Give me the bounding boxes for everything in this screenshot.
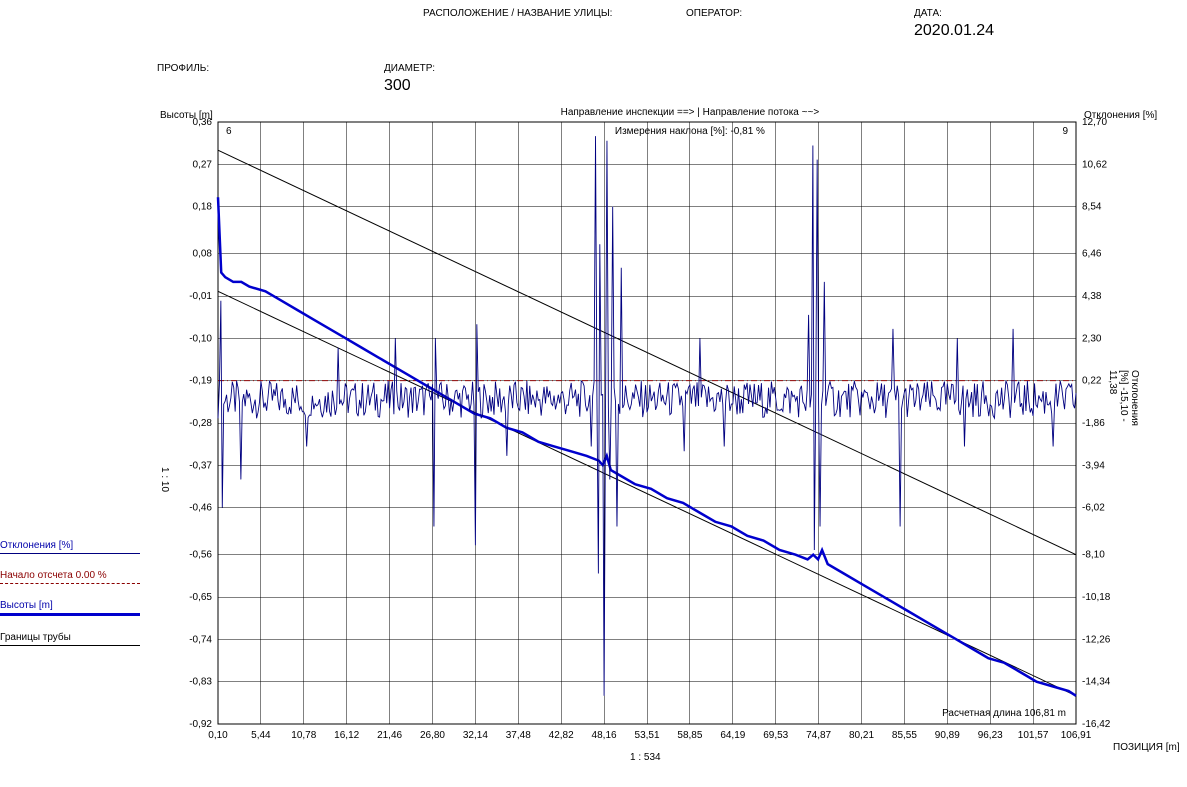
svg-text:0,27: 0,27 <box>193 159 213 170</box>
legend-deviation: Отклонения [%] <box>0 540 140 554</box>
svg-text:-0,19: -0,19 <box>189 376 212 387</box>
svg-text:9: 9 <box>1062 126 1068 137</box>
svg-text:96,23: 96,23 <box>978 730 1003 741</box>
svg-text:21,46: 21,46 <box>377 730 402 741</box>
svg-text:64,19: 64,19 <box>720 730 745 741</box>
date-value: 2020.01.24 <box>914 22 994 40</box>
y-right-title: Отклонения [%] <box>1084 110 1157 121</box>
diameter-label: ДИАМЕТР: <box>384 63 435 74</box>
diameter-value: 300 <box>384 77 411 95</box>
svg-text:0,22: 0,22 <box>1082 376 1102 387</box>
svg-text:37,48: 37,48 <box>506 730 531 741</box>
svg-text:85,55: 85,55 <box>892 730 917 741</box>
legend-tube: Границы трубы <box>0 632 140 646</box>
legend-deviation-label: Отклонения [%] <box>0 540 140 551</box>
svg-text:-8,10: -8,10 <box>1082 550 1105 561</box>
legend-origin-label: Начало отсчета 0.00 % <box>0 570 140 581</box>
y-left-title: Высоты [m] <box>160 110 213 121</box>
location-label: РАСПОЛОЖЕНИЕ / НАЗВАНИЕ УЛИЦЫ: <box>423 8 612 19</box>
svg-text:16,12: 16,12 <box>334 730 359 741</box>
svg-text:Расчетная длина 106,81 m: Расчетная длина 106,81 m <box>942 708 1066 719</box>
svg-text:6,46: 6,46 <box>1082 249 1102 260</box>
svg-text:-0,10: -0,10 <box>189 333 212 344</box>
svg-text:-0,28: -0,28 <box>189 418 212 429</box>
svg-text:-0,01: -0,01 <box>189 291 212 302</box>
svg-text:4,38: 4,38 <box>1082 291 1102 302</box>
svg-text:-3,94: -3,94 <box>1082 460 1105 471</box>
legend: Отклонения [%] Начало отсчета 0.00 % Выс… <box>0 540 140 662</box>
legend-tube-label: Границы трубы <box>0 632 140 643</box>
svg-text:Измерения наклона [%]: -0,81 %: Измерения наклона [%]: -0,81 % <box>615 126 765 137</box>
svg-text:-1,86: -1,86 <box>1082 418 1105 429</box>
svg-text:-0,74: -0,74 <box>189 634 212 645</box>
svg-text:80,21: 80,21 <box>849 730 874 741</box>
legend-heights-line <box>0 613 140 616</box>
svg-text:69,53: 69,53 <box>763 730 788 741</box>
svg-text:Направление инспекции ==> |: Направление инспекции ==> | Направление … <box>561 107 820 118</box>
page-root: РАСПОЛОЖЕНИЕ / НАЗВАНИЕ УЛИЦЫ: ОПЕРАТОР:… <box>0 0 1187 787</box>
svg-text:-10,18: -10,18 <box>1082 592 1111 603</box>
svg-text:53,51: 53,51 <box>635 730 660 741</box>
svg-text:6: 6 <box>226 126 232 137</box>
svg-text:-0,56: -0,56 <box>189 550 212 561</box>
svg-text:10,78: 10,78 <box>291 730 316 741</box>
svg-text:-6,02: -6,02 <box>1082 503 1105 514</box>
x-axis-title-right: ПОЗИЦИЯ [m] <box>1113 742 1180 753</box>
svg-text:32,14: 32,14 <box>463 730 488 741</box>
svg-text:48,16: 48,16 <box>592 730 617 741</box>
svg-text:58,85: 58,85 <box>677 730 702 741</box>
legend-origin-line <box>0 583 140 584</box>
svg-text:0,08: 0,08 <box>193 249 213 260</box>
svg-text:-0,46: -0,46 <box>189 503 212 514</box>
svg-text:42,82: 42,82 <box>549 730 574 741</box>
legend-heights-label: Высоты [m] <box>0 600 140 611</box>
y-left-scale: 1 : 10 <box>159 467 170 492</box>
legend-heights: Высоты [m] <box>0 600 140 616</box>
svg-text:74,87: 74,87 <box>806 730 831 741</box>
y-right-rot-title: Отклонения [%] -15,10 - 11,38 <box>1107 370 1140 426</box>
svg-text:-0,65: -0,65 <box>189 592 212 603</box>
svg-text:90,89: 90,89 <box>935 730 960 741</box>
svg-text:-16,42: -16,42 <box>1082 719 1111 730</box>
legend-deviation-line <box>0 553 140 554</box>
date-label: ДАТА: <box>914 8 942 19</box>
svg-text:-0,37: -0,37 <box>189 460 212 471</box>
svg-text:5,44: 5,44 <box>251 730 271 741</box>
svg-text:10,62: 10,62 <box>1082 159 1107 170</box>
x-scale-center: 1 : 534 <box>630 752 661 763</box>
svg-text:26,80: 26,80 <box>420 730 445 741</box>
svg-text:-0,92: -0,92 <box>189 719 212 730</box>
svg-text:106,91: 106,91 <box>1061 730 1092 741</box>
svg-text:2,30: 2,30 <box>1082 333 1102 344</box>
legend-tube-line <box>0 645 140 646</box>
svg-text:101,57: 101,57 <box>1018 730 1049 741</box>
svg-text:0,18: 0,18 <box>193 202 213 213</box>
svg-text:8,54: 8,54 <box>1082 202 1102 213</box>
profile-label: ПРОФИЛЬ: <box>157 63 209 74</box>
svg-text:-12,26: -12,26 <box>1082 634 1111 645</box>
svg-text:0,10: 0,10 <box>208 730 228 741</box>
svg-text:-14,34: -14,34 <box>1082 677 1111 688</box>
operator-label: ОПЕРАТОР: <box>686 8 742 19</box>
svg-text:-0,83: -0,83 <box>189 677 212 688</box>
legend-origin: Начало отсчета 0.00 % <box>0 570 140 584</box>
